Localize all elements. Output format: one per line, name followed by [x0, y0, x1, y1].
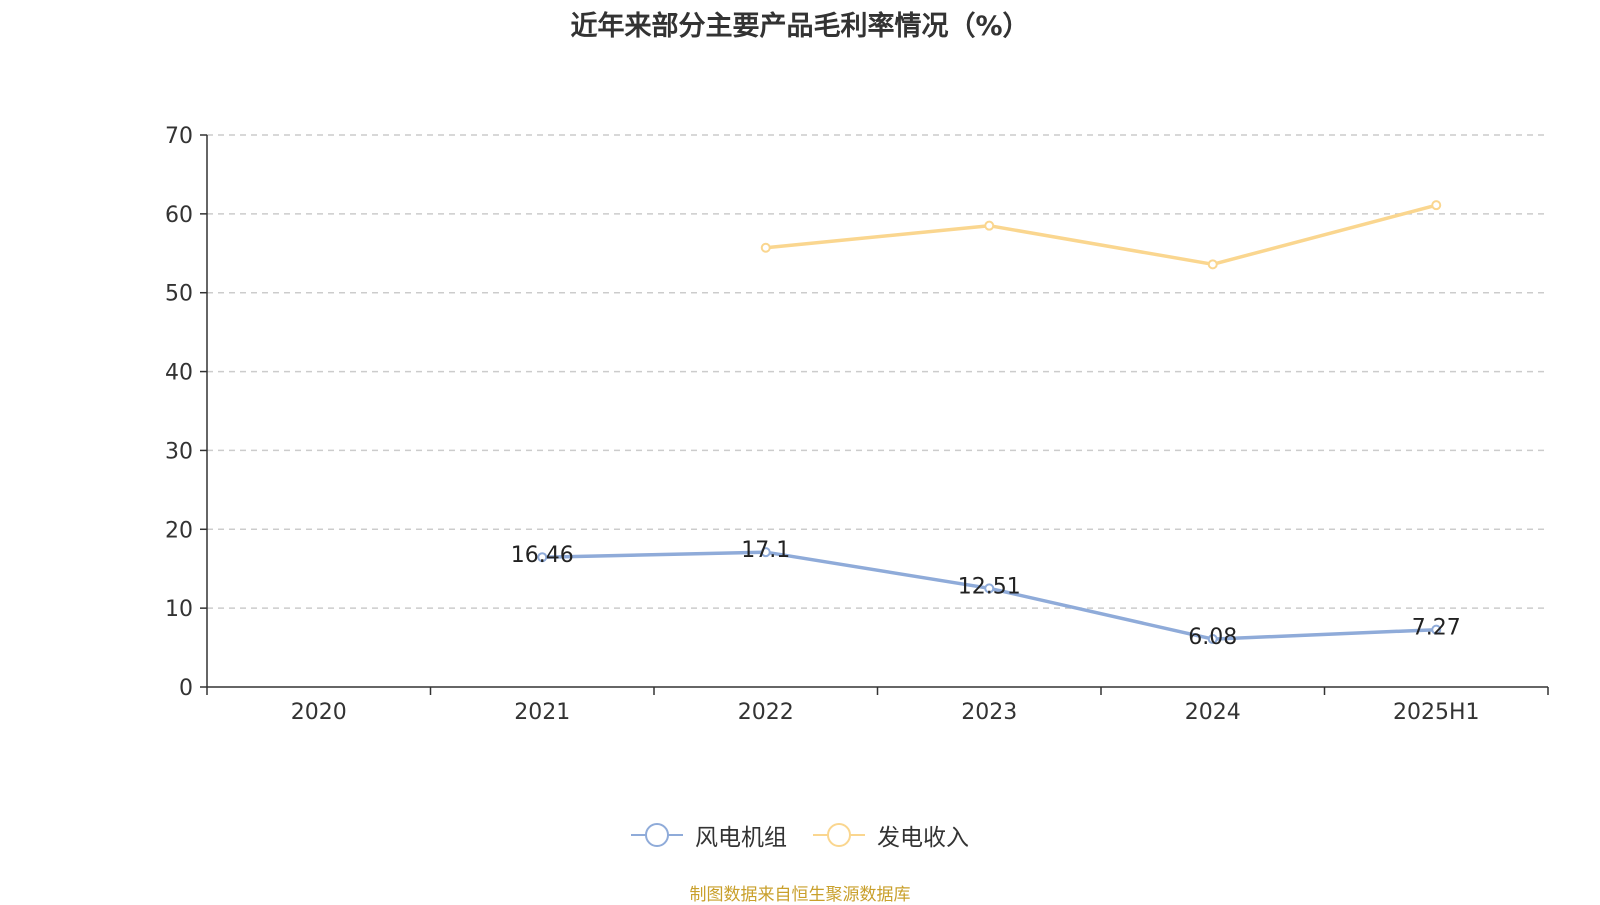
legend-label-power-revenue: 发电收入 [877, 825, 969, 851]
legend-item-power-revenue[interactable]: 发电收入 [813, 818, 969, 852]
y-tick-label: 50 [165, 282, 193, 307]
y-tick-label: 40 [165, 361, 193, 386]
legend: 风电机组 发电收入 [0, 818, 1600, 852]
legend-label-wind-turbines: 风电机组 [695, 825, 787, 851]
data-point [1207, 634, 1218, 645]
data-point [1207, 259, 1218, 270]
data-label: 7.27 [1412, 616, 1461, 641]
x-tick-label: 2020 [291, 700, 347, 725]
x-tick-label: 2025H1 [1393, 700, 1480, 725]
y-tick-label: 0 [179, 676, 193, 701]
data-point [760, 547, 771, 558]
data-label: 12.51 [958, 574, 1021, 599]
data-point [1431, 200, 1442, 211]
data-label: 6.08 [1188, 625, 1237, 650]
x-tick-label: 2022 [738, 700, 794, 725]
data-label: 16.46 [511, 543, 574, 568]
data-point [1431, 624, 1442, 635]
data-point [760, 242, 771, 253]
y-tick-label: 70 [165, 124, 193, 149]
y-tick-label: 30 [165, 439, 193, 464]
data-label: 17.1 [741, 538, 790, 563]
source-note: 制图数据来自恒生聚源数据库 [689, 885, 911, 905]
x-tick-label: 2024 [1185, 700, 1241, 725]
y-tick-label: 10 [165, 597, 193, 622]
data-point [537, 552, 548, 563]
chart-title: 近年来部分主要产品毛利率情况（%） [570, 11, 1030, 42]
y-tick-label: 20 [165, 518, 193, 543]
legend-item-wind-turbines[interactable]: 风电机组 [631, 818, 787, 852]
legend-marker-wind-turbines [631, 823, 683, 847]
data-point [984, 220, 995, 231]
series-line-1 [765, 203, 1437, 267]
x-tick-label: 2021 [514, 700, 570, 725]
data-point [984, 583, 995, 594]
y-tick-label: 60 [165, 203, 193, 228]
x-tick-label: 2023 [961, 700, 1017, 725]
legend-marker-power-revenue [813, 823, 865, 847]
